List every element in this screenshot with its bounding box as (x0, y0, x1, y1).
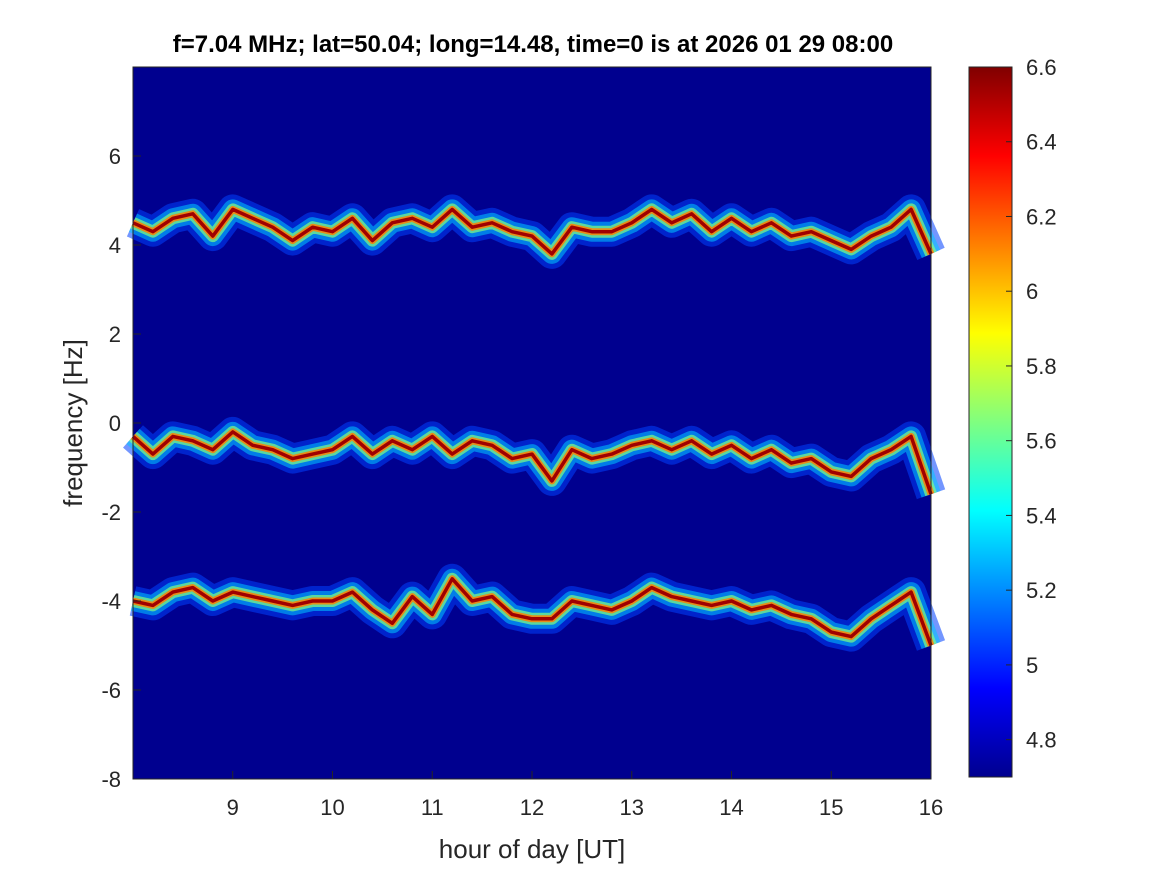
y-tick-label: 6 (109, 144, 121, 169)
y-tick-label: -4 (101, 589, 121, 614)
x-tick-label: 11 (421, 795, 444, 820)
x-tick-label: 12 (520, 795, 544, 820)
y-tick-label: -8 (101, 767, 121, 792)
x-tick-label: 15 (819, 795, 843, 820)
y-axis-ticks: -8 -6 -4 -2 0 2 4 6 (101, 144, 141, 792)
y-tick-label: 4 (109, 233, 121, 258)
plot-title: f=7.04 MHz; lat=50.04; long=14.48, time=… (173, 31, 893, 58)
signal-ridges (123, 194, 946, 652)
colorbar-tick-label: 5.8 (1026, 354, 1057, 379)
x-tick-label: 9 (227, 795, 239, 820)
colorbar: 4.8 5 5.2 5.4 5.6 5.8 6 6.2 6.4 6.6 (968, 55, 1057, 778)
y-tick-label: -2 (101, 500, 121, 525)
colorbar-tick-label: 5.2 (1026, 578, 1057, 603)
x-tick-label: 16 (919, 795, 943, 820)
y-tick-label: 0 (109, 411, 121, 436)
colorbar-ticks: 4.8 5 5.2 5.4 5.6 5.8 6 6.2 6.4 6.6 (1006, 55, 1057, 753)
x-axis-ticks: 9 10 11 12 13 14 15 16 (227, 771, 943, 820)
x-tick-label: 10 (320, 795, 344, 820)
y-axis-label: frequency [Hz] (58, 339, 88, 507)
colorbar-tick-label: 5.4 (1026, 503, 1057, 528)
spectrogram-plot-area (123, 66, 946, 780)
y-tick-label: -6 (101, 678, 121, 703)
x-axis-label: hour of day [UT] (439, 834, 625, 864)
colorbar-tick-label: 6.6 (1026, 55, 1057, 80)
spectrogram-background (133, 67, 931, 779)
colorbar-tick-label: 6 (1026, 279, 1038, 304)
colorbar-tick-label: 4.8 (1026, 728, 1057, 753)
x-tick-label: 13 (620, 795, 644, 820)
colorbar-bar (968, 66, 1013, 778)
colorbar-tick-label: 5 (1026, 653, 1038, 678)
signal-trace (132, 577, 933, 647)
y-tick-label: 2 (109, 322, 121, 347)
signal-trace (132, 207, 933, 256)
colorbar-tick-label: 6.2 (1026, 204, 1057, 229)
x-tick-label: 14 (719, 795, 743, 820)
signal-trace (131, 430, 933, 495)
colorbar-tick-label: 6.4 (1026, 130, 1057, 155)
colorbar-tick-label: 5.6 (1026, 429, 1057, 454)
